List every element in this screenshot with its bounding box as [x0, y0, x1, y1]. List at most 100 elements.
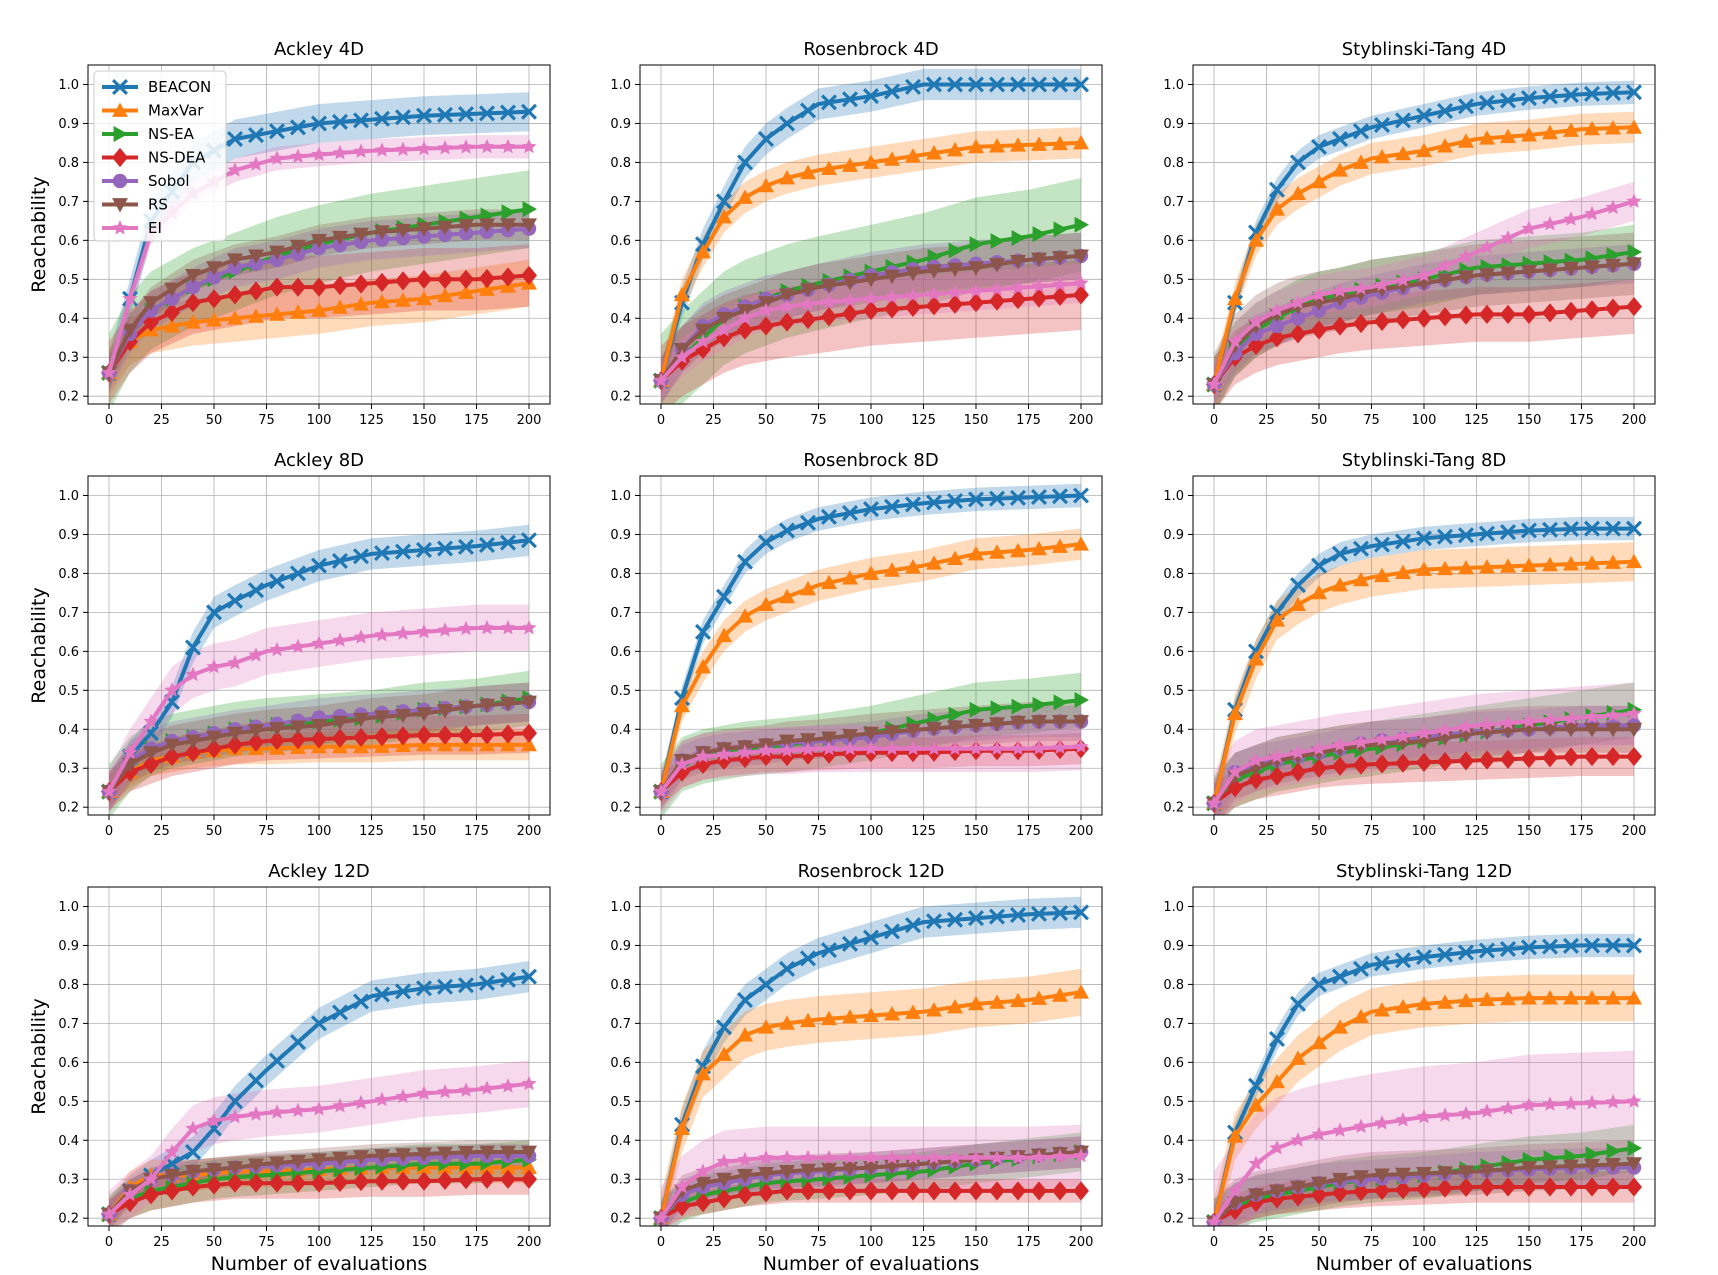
panel-title: Styblinski-Tang 12D [1336, 861, 1512, 882]
data-point-ns-dea [779, 1181, 795, 1201]
data-point-ns-dea [1353, 1181, 1369, 1202]
data-point-maxvar [1584, 990, 1600, 1005]
data-point-ei [800, 295, 816, 311]
data-point-beacon [353, 112, 369, 129]
data-point-ei [1290, 744, 1306, 760]
data-point-ns-dea [758, 1183, 774, 1203]
data-point-sobol [1290, 311, 1306, 326]
data-point-ei [227, 655, 243, 670]
data-point-maxvar [1542, 556, 1558, 572]
data-point-ns-dea [353, 274, 369, 294]
y-tick-label: 0.4 [610, 312, 631, 327]
data-point-ns-dea [1416, 752, 1432, 772]
data-point-maxvar [821, 574, 837, 590]
data-point-ei [1052, 1148, 1068, 1164]
data-point-beacon [1290, 995, 1306, 1012]
data-point-rs [269, 1156, 285, 1171]
data-point-beacon [1248, 1077, 1264, 1094]
panel-3: 0 25 50 75 100 125 150 175 200 0.2 0.3 0.4 0.5 0.6 0.7… [1163, 39, 1656, 428]
data-point-ei [1206, 795, 1222, 810]
data-point-beacon [311, 115, 327, 132]
data-point-ns-ea [522, 201, 537, 218]
y-tick-label: 0.6 [58, 645, 79, 660]
data-point-maxvar [737, 608, 753, 623]
data-point-ns-dea [905, 1181, 921, 1201]
y-tick-label: 0.2 [1163, 390, 1184, 405]
confidence-band-ei [109, 604, 529, 815]
data-point-rs [185, 269, 201, 284]
data-point-beacon [290, 119, 306, 136]
data-point-ei [269, 641, 285, 657]
y-tick-label: 0.6 [1163, 1056, 1184, 1071]
data-point-rs [674, 1184, 690, 1199]
data-point-maxvar [758, 1019, 774, 1034]
data-point-rs [290, 720, 306, 735]
data-point-rs [1416, 1166, 1432, 1182]
x-tick-label: 150 [964, 1235, 989, 1250]
data-point-maxvar [821, 1010, 837, 1026]
data-point-maxvar [1563, 556, 1579, 571]
data-point-ei [1374, 731, 1390, 746]
data-point-ei [458, 1082, 474, 1097]
x-tick-label: 125 [1464, 413, 1489, 428]
legend-label: Sobol [148, 172, 190, 190]
data-point-ns-dea [821, 744, 837, 764]
data-point-ns-dea [1332, 1183, 1348, 1203]
data-point-ei [1605, 1094, 1621, 1109]
data-point-ei [800, 741, 816, 756]
data-point-beacon [884, 923, 900, 940]
data-point-ei [1626, 193, 1642, 208]
data-point-ei [1563, 1095, 1579, 1111]
data-point-rs [311, 1153, 327, 1168]
data-point-maxvar [1626, 119, 1642, 134]
data-point-ns-dea [1290, 762, 1306, 782]
data-point-beacon [500, 971, 516, 988]
data-point-maxvar [1374, 567, 1390, 583]
data-point-maxvar [842, 570, 858, 585]
data-point-beacon [1416, 530, 1432, 547]
data-point-rs [311, 233, 327, 249]
data-point-ns-ea [1074, 216, 1089, 233]
data-point-ns-dea [800, 309, 816, 330]
data-point-maxvar [758, 177, 774, 193]
data-point-ei [122, 290, 138, 306]
data-point-ei [1437, 722, 1453, 737]
data-point-beacon [248, 127, 264, 144]
panel-title: Rosenbrock 4D [803, 39, 938, 60]
data-point-ei [779, 1149, 795, 1165]
data-point-beacon [968, 910, 984, 927]
y-tick-label: 0.3 [1163, 1173, 1184, 1188]
x-tick-label: 75 [810, 824, 827, 839]
data-point-rs [290, 1154, 306, 1170]
confidence-band-beacon [109, 961, 529, 1226]
data-point-ns-dea [1248, 770, 1264, 790]
data-point-beacon [290, 565, 306, 582]
y-tick-label: 0.6 [58, 234, 79, 249]
x-tick-label: 25 [705, 413, 722, 428]
x-tick-label: 200 [1069, 1235, 1094, 1250]
data-point-rs [332, 715, 348, 731]
confidence-band-maxvar [661, 127, 1081, 397]
data-point-ei [521, 1075, 537, 1091]
data-point-beacon [1563, 87, 1579, 104]
data-point-ei [101, 783, 117, 799]
y-tick-label: 0.7 [610, 1017, 631, 1032]
data-point-rs [500, 218, 516, 233]
y-tick-label: 0.2 [58, 1212, 79, 1227]
data-point-rs [1563, 722, 1579, 738]
data-point-ns-dea [1500, 749, 1516, 769]
data-point-rs [800, 733, 816, 748]
data-point-ns-ea [1053, 694, 1068, 711]
legend-marker [112, 102, 128, 117]
data-point-ei [1052, 739, 1068, 755]
data-point-ei [1031, 740, 1047, 755]
data-point-maxvar [521, 736, 537, 752]
data-point-maxvar [947, 141, 963, 157]
data-point-sobol [206, 270, 222, 285]
data-point-beacon [1437, 946, 1453, 963]
y-tick-label: 0.9 [58, 117, 79, 132]
data-point-beacon [374, 986, 390, 1003]
data-point-ns-dea [416, 725, 432, 745]
data-point-ei [821, 1149, 837, 1165]
data-point-rs [206, 261, 222, 276]
